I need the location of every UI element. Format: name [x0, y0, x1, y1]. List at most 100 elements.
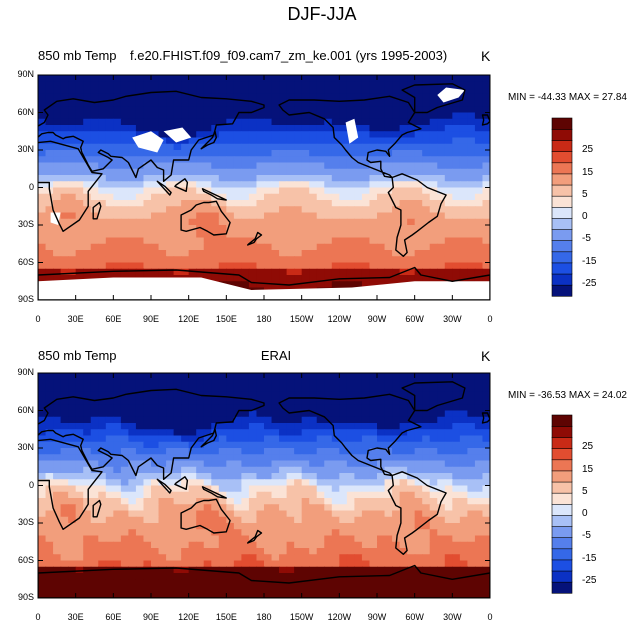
field-cell	[166, 125, 175, 132]
field-cell	[226, 504, 235, 512]
field-cell	[113, 193, 122, 201]
field-cell	[120, 435, 129, 443]
field-cell	[53, 429, 62, 437]
field-cell	[279, 573, 288, 580]
field-cell	[53, 275, 62, 282]
lat-tick-label: 60S	[17, 554, 34, 565]
field-cell	[45, 460, 54, 468]
field-cell	[339, 225, 348, 232]
field-cell	[354, 385, 363, 393]
field-cell	[38, 473, 47, 480]
field-cell	[173, 460, 182, 468]
field-cell	[166, 410, 175, 418]
field-cell	[166, 225, 175, 232]
field-cell	[414, 143, 423, 151]
field-cell	[452, 529, 461, 537]
field-cell	[346, 548, 355, 555]
field-cell	[399, 373, 408, 380]
panel-1-variable-label: 850 mb Temp	[38, 48, 117, 63]
field-cell	[482, 523, 490, 530]
field-cell	[98, 460, 107, 468]
field-cell	[135, 516, 145, 524]
field-cell	[429, 93, 438, 101]
field-cell	[158, 373, 167, 380]
field-cell	[377, 218, 386, 226]
field-cell	[437, 435, 446, 443]
field-cell	[301, 504, 310, 512]
field-cell	[181, 168, 190, 176]
field-cell	[113, 143, 122, 151]
field-cell	[422, 485, 431, 493]
field-cell	[474, 243, 484, 251]
field-cell	[331, 473, 340, 480]
coastline	[156, 478, 172, 494]
field-cell	[151, 250, 160, 257]
field-cell	[218, 373, 227, 380]
field-cell	[392, 256, 401, 264]
field-cell	[452, 250, 461, 257]
field-cell	[256, 175, 265, 182]
field-cell	[211, 373, 220, 380]
field-cell	[188, 87, 197, 95]
field-cell	[279, 268, 288, 276]
field-cell	[75, 218, 84, 226]
field-cell	[60, 579, 69, 587]
lat-tick-label: 90S	[17, 592, 34, 602]
field-cell	[369, 460, 378, 468]
field-cell	[75, 548, 84, 555]
field-cell	[135, 212, 145, 220]
field-cell	[256, 93, 265, 101]
field-cell	[53, 143, 62, 151]
field-cell	[113, 548, 122, 555]
field-cell	[113, 398, 122, 405]
field-cell	[339, 498, 348, 505]
field-cell	[324, 150, 333, 157]
field-cell	[437, 585, 446, 593]
colorbar-swatch	[551, 228, 573, 241]
field-cell	[226, 225, 235, 232]
field-cell	[331, 554, 340, 562]
field-cell	[474, 441, 484, 449]
field-cell	[196, 112, 205, 120]
field-cell	[98, 541, 107, 549]
field-cell	[316, 573, 325, 580]
field-cell	[354, 131, 363, 139]
field-cell	[248, 143, 258, 151]
field-cell	[467, 106, 476, 114]
field-cell	[399, 150, 408, 157]
field-cell	[467, 143, 476, 151]
field-cell	[53, 112, 62, 120]
field-cell	[218, 423, 227, 430]
field-cell	[158, 231, 167, 239]
field-cell	[437, 385, 446, 393]
field-cell	[264, 516, 273, 524]
field-cell	[279, 175, 288, 182]
field-cell	[324, 504, 333, 512]
field-cell	[361, 523, 371, 530]
field-cell	[166, 473, 175, 480]
field-cell	[482, 150, 490, 157]
field-cell	[203, 100, 212, 107]
field-cell	[339, 554, 348, 562]
field-cell	[226, 243, 235, 251]
field-cell	[437, 187, 446, 195]
field-cell	[196, 466, 205, 474]
field-cell	[98, 373, 107, 380]
field-cell	[474, 566, 484, 574]
field-cell	[309, 579, 318, 587]
field-cell	[294, 391, 303, 399]
field-cell	[75, 460, 84, 468]
field-cell	[264, 237, 273, 245]
field-cell	[271, 385, 280, 393]
field-cell	[188, 385, 197, 393]
field-cell	[301, 404, 310, 412]
field-cell	[113, 175, 122, 182]
field-cell	[399, 548, 408, 555]
field-cell	[474, 143, 484, 151]
field-cell	[120, 510, 129, 518]
field-cell	[120, 206, 129, 214]
field-cell	[377, 206, 386, 214]
field-cell	[452, 81, 461, 89]
field-cell	[135, 566, 145, 574]
field-cell	[151, 523, 160, 530]
